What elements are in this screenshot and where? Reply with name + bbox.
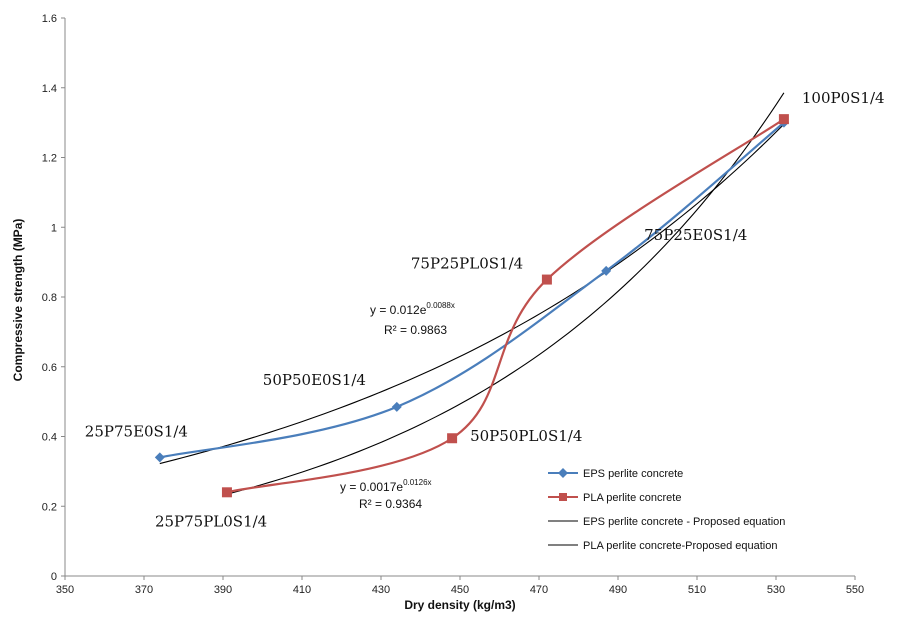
series-line-1: [226, 118, 785, 494]
pla-data-point: [221, 487, 232, 498]
series-line-0: [159, 121, 785, 459]
y-tick-label: 0.4: [42, 432, 57, 444]
x-axis-title: Dry density (kg/m3): [404, 598, 515, 612]
pla-equation-exponent: 0.0126x: [403, 478, 431, 487]
x-tick-label: 530: [767, 584, 785, 596]
plot-lines: [159, 92, 785, 495]
point-label: 100P0S1/4: [802, 89, 885, 107]
x-tick-label: 370: [135, 584, 153, 596]
y-ticks: 0 0.2 0.4 0.6 0.8 1 1.2 1.4 1.6: [42, 13, 65, 583]
eps-r2: R² = 0.9863: [384, 323, 447, 337]
x-tick-label: 390: [214, 584, 232, 596]
axes: [64, 18, 855, 577]
legend-item-eps-fit: EPS perlite concrete - Proposed equation: [548, 516, 785, 528]
x-tick-label: 510: [688, 584, 706, 596]
y-tick-label: 1.6: [42, 13, 57, 25]
pla-data-point: [778, 114, 789, 125]
legend-item-eps: EPS perlite concrete: [548, 468, 683, 480]
y-tick-label: 1: [51, 222, 57, 234]
y-axis-title: Compressive strength (MPa): [11, 219, 25, 382]
legend-pla-label: PLA perlite concrete: [583, 492, 681, 504]
pla-data-point: [447, 433, 458, 444]
markers: [154, 114, 789, 498]
pla-equation: y = 0.0017e0.0126x: [340, 478, 432, 494]
eps-equation-exponent: 0.0088x: [426, 301, 454, 310]
y-tick-label: 0.2: [42, 501, 57, 513]
point-label: 50P50PL0S1/4: [470, 427, 582, 445]
x-tick-label: 410: [293, 584, 311, 596]
pla-equation-main: y = 0.0017e: [340, 480, 403, 494]
point-label: 75P25E0S1/4: [644, 226, 747, 244]
legend-eps-fit-label: EPS perlite concrete - Proposed equation: [583, 516, 785, 528]
eps-data-point: [391, 401, 402, 412]
x-tick-label: 470: [530, 584, 548, 596]
point-label: 25P75E0S1/4: [85, 422, 188, 440]
eps-equation-main: y = 0.012e: [370, 303, 427, 317]
x-tick-label: 430: [372, 584, 390, 596]
pla-r2: R² = 0.9364: [359, 497, 422, 511]
pla-data-point: [541, 274, 552, 285]
legend-eps-marker: [558, 468, 568, 478]
legend-pla-marker: [559, 493, 567, 501]
legend-item-pla-fit: PLA perlite concrete-Proposed equation: [548, 540, 777, 552]
y-tick-label: 1.2: [42, 153, 57, 165]
eps-data-point: [601, 265, 612, 276]
fit-curve-3: [226, 92, 785, 495]
fit-curve-2: [159, 123, 785, 465]
point-label: 25P75PL0S1/4: [155, 512, 267, 530]
x-tick-label: 550: [846, 584, 864, 596]
y-tick-label: 0.6: [42, 362, 57, 374]
y-tick-label: 0: [51, 571, 57, 583]
legend: EPS perlite concrete PLA perlite concret…: [548, 468, 785, 552]
legend-pla-fit-label: PLA perlite concrete-Proposed equation: [583, 540, 777, 552]
legend-eps-label: EPS perlite concrete: [583, 468, 683, 480]
x-tick-label: 350: [56, 584, 74, 596]
x-ticks: 350 370 390 410 430 450 470 490 510 530 550: [56, 576, 864, 596]
x-tick-label: 490: [609, 584, 627, 596]
point-labels: 25P75E0S1/4 50P50E0S1/4 75P25E0S1/4 25P75PL…: [85, 89, 885, 530]
eps-data-point: [154, 452, 165, 463]
point-label: 75P25PL0S1/4: [411, 255, 523, 273]
legend-item-pla: PLA perlite concrete: [548, 492, 681, 504]
y-tick-label: 0.8: [42, 292, 57, 304]
y-tick-label: 1.4: [42, 83, 57, 95]
x-tick-label: 450: [451, 584, 469, 596]
eps-equation: y = 0.012e0.0088x: [370, 301, 455, 317]
point-label: 50P50E0S1/4: [263, 371, 366, 389]
